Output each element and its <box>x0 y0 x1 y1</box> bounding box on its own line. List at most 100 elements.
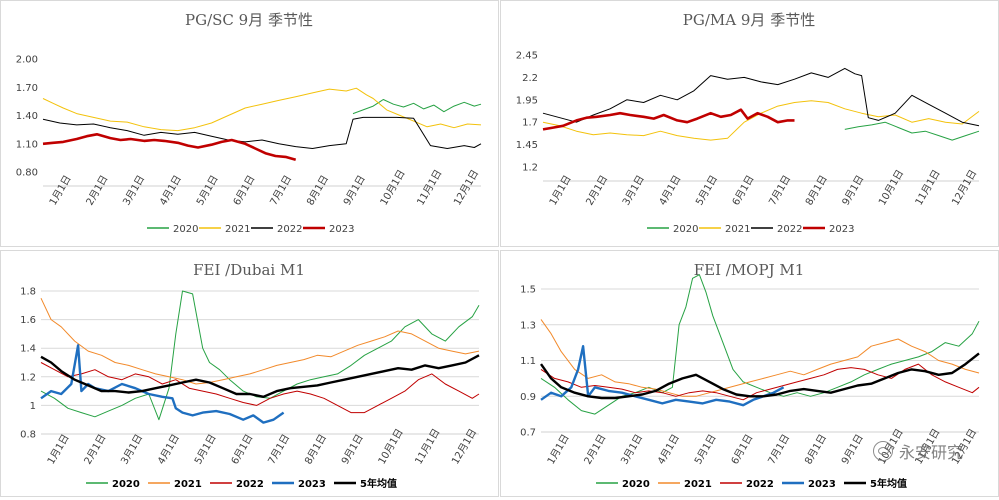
series-line-2022 <box>540 363 980 401</box>
chart-title: PG/MA 9月 季节性 <box>683 11 815 29</box>
x-tick-label: 2月1日 <box>584 173 611 207</box>
y-tick-label: 1.40 <box>16 111 38 122</box>
y-tick-label: 2.00 <box>16 55 38 66</box>
legend-label: 2021 <box>684 479 712 490</box>
y-tick-label: 1.6 <box>20 315 36 326</box>
series-line-5年均值 <box>540 352 980 400</box>
x-tick-label: 6月1日 <box>730 173 757 207</box>
x-tick-label: 1月1日 <box>47 173 74 207</box>
x-tick-label: 2月1日 <box>84 173 111 207</box>
chart-pg-sc: PG/SC 9月 季节性 0.80 1.10 1.40 1.70 2.00 1月1日 2月1日… <box>16 11 482 235</box>
x-tick-label: 8月1日 <box>802 432 829 466</box>
x-tick-label: 8月1日 <box>803 173 830 207</box>
y-tick-label: 1.2 <box>20 372 36 383</box>
x-tick-label: 1月1日 <box>45 432 72 466</box>
chart-fei-dubai: FEI /Dubai M1 0.8 1 1.2 1.4 1.6 1.8 1月1日 2月1日 3月1… <box>20 261 480 490</box>
y-tick-label: 1.95 <box>516 95 538 106</box>
x-tick-label: 5月1日 <box>693 173 720 207</box>
x-tick-label: 11月1日 <box>913 168 943 208</box>
x-tick-label: 1月1日 <box>545 432 572 466</box>
series-line-2023 <box>542 108 795 131</box>
x-tick-label: 11月1日 <box>413 427 443 467</box>
legend-label: 2022 <box>746 479 774 490</box>
y-tick-label: 1.10 <box>16 139 38 150</box>
y-tick-label: 0.80 <box>16 168 38 179</box>
series-line-2021 <box>40 297 480 385</box>
x-tick-label: 9月1日 <box>839 432 866 466</box>
legend-label: 2023 <box>829 224 854 235</box>
chart-panel-fei-mopj: FEI /MOPJ M1 0.7 0.9 1.1 1.3 1.5 1月1日 2月1日 3月1日 4… <box>500 250 999 497</box>
series-line-5年均值 <box>40 354 480 399</box>
y-tick-label: 1.7 <box>522 118 538 129</box>
series-line-2020 <box>40 290 480 421</box>
y-tick-label: 0.7 <box>520 428 536 439</box>
chart-fei-mopj: FEI /MOPJ M1 0.7 0.9 1.1 1.3 1.5 1月1日 2月1日 3月1日 4… <box>520 261 980 490</box>
y-tick-label: 1.5 <box>520 285 536 296</box>
series-line-2021 <box>542 100 980 141</box>
x-tick-label: 3月1日 <box>121 173 148 207</box>
x-tick-label: 4月1日 <box>155 432 182 466</box>
chart-title: PG/SC 9月 季节性 <box>185 11 313 29</box>
x-tick-label: 4月1日 <box>655 432 682 466</box>
x-tick-label: 7月1日 <box>766 173 793 207</box>
x-tick-label: 10月1日 <box>876 168 906 208</box>
x-tick-label: 7月1日 <box>268 173 295 207</box>
y-tick-label: 1.45 <box>516 140 538 151</box>
y-tick-label: 2.2 <box>522 73 538 84</box>
legend-label: 2023 <box>808 479 836 490</box>
chart-panel-pg-sc: PG/SC 9月 季节性 0.80 1.10 1.40 1.70 2.00 1月1日 2月1日… <box>0 0 499 247</box>
y-tick-label: 1.4 <box>20 344 36 355</box>
series-line-2023 <box>42 133 297 162</box>
chart-title: FEI /Dubai M1 <box>193 261 305 279</box>
x-tick-label: 3月1日 <box>620 173 647 207</box>
legend-label: 5年均值 <box>360 477 397 490</box>
legend-label: 2023 <box>329 224 354 235</box>
x-tick-label: 6月1日 <box>231 173 258 207</box>
legend-label: 5年均值 <box>870 477 907 490</box>
legend-label: 2022 <box>277 224 302 235</box>
x-tick-label: 3月1日 <box>119 432 146 466</box>
x-tick-label: 11月1日 <box>415 168 445 208</box>
x-tick-label: 1月1日 <box>547 173 574 207</box>
y-tick-label: 1.3 <box>520 320 536 331</box>
x-tick-label: 3月1日 <box>619 432 646 466</box>
chart-pg-ma: PG/MA 9月 季节性 1.2 1.45 1.7 1.95 2.2 2.45 1月1日 2月1… <box>516 11 980 235</box>
series-line-2020 <box>540 274 980 415</box>
legend-label: 2020 <box>173 224 198 235</box>
series-line-2023 <box>540 344 785 407</box>
series-line-2020 <box>352 99 482 115</box>
legend-label: 2021 <box>725 224 750 235</box>
x-tick-label: 9月1日 <box>341 173 368 207</box>
legend-label: 2022 <box>236 479 264 490</box>
series-line-2020 <box>844 121 980 141</box>
legend-label: 2021 <box>174 479 202 490</box>
x-tick-label: 6月1日 <box>229 432 256 466</box>
x-tick-label: 8月1日 <box>302 432 329 466</box>
chart-panel-fei-dubai: FEI /Dubai M1 0.8 1 1.2 1.4 1.6 1.8 1月1日 2月1日 3月1… <box>0 250 499 497</box>
y-tick-label: 1.8 <box>20 287 36 298</box>
x-tick-label: 10月1日 <box>378 168 408 208</box>
series-line-2022 <box>40 362 480 414</box>
legend-label: 2021 <box>225 224 250 235</box>
y-tick-label: 1.1 <box>520 356 536 367</box>
x-tick-label: 2月1日 <box>82 432 109 466</box>
x-tick-label: 9月1日 <box>339 432 366 466</box>
wechat-logo-icon <box>872 441 893 461</box>
y-tick-label: 1 <box>30 401 36 412</box>
x-tick-label: 12月1日 <box>949 168 979 208</box>
legend-label: 2020 <box>112 479 140 490</box>
x-tick-label: 9月1日 <box>840 173 867 207</box>
x-tick-label: 5月1日 <box>192 432 219 466</box>
chart-panel-pg-ma: PG/MA 9月 季节性 1.2 1.45 1.7 1.95 2.2 2.45 1月1日 2月1… <box>500 0 999 247</box>
series-line-2021 <box>42 87 482 132</box>
legend-label: 2022 <box>777 224 802 235</box>
x-tick-label: 5月1日 <box>692 432 719 466</box>
legend-label: 2020 <box>622 479 650 490</box>
y-tick-label: 1.70 <box>16 83 38 94</box>
x-tick-label: 4月1日 <box>157 173 184 207</box>
x-tick-label: 6月1日 <box>729 432 756 466</box>
series-line-2023 <box>40 344 285 424</box>
x-tick-label: 7月1日 <box>766 432 793 466</box>
x-tick-label: 8月1日 <box>304 173 331 207</box>
watermark-text: 永安研究 <box>898 443 963 462</box>
